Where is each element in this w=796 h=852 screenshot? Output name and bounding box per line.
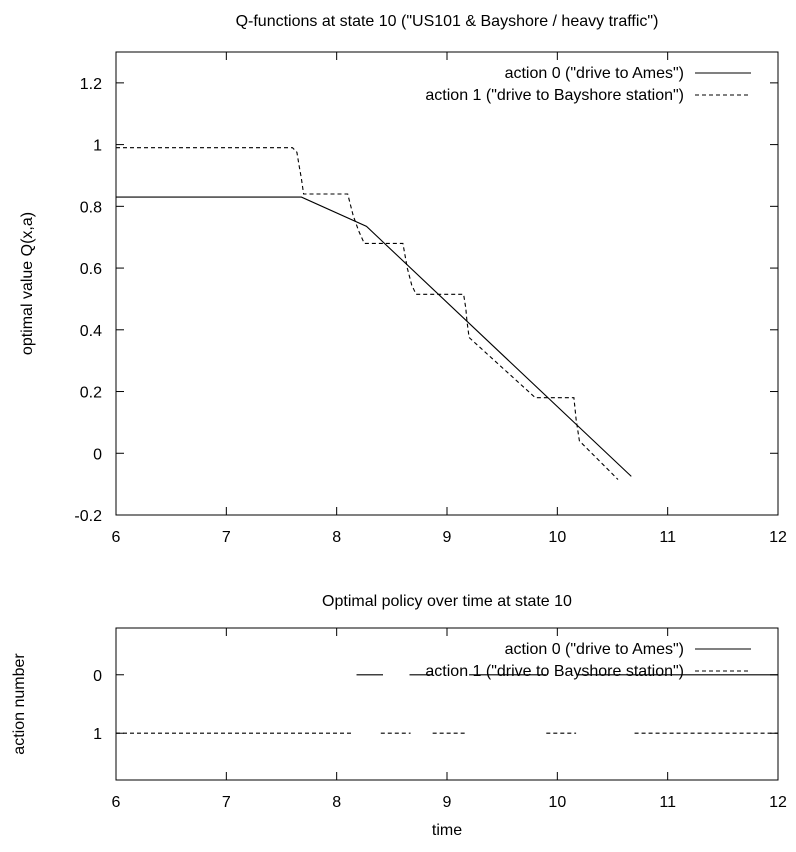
q-y-tick-label: 1.2 bbox=[80, 76, 102, 93]
policy-x-tick-label: 9 bbox=[443, 794, 452, 811]
policy-x-axis-label: time bbox=[432, 822, 462, 839]
policy-x-tick-label: 12 bbox=[769, 794, 787, 811]
q-series-1-line bbox=[116, 147, 619, 480]
q-x-tick-label: 7 bbox=[222, 529, 231, 546]
q-y-tick-label: 0 bbox=[93, 446, 102, 463]
policy-x-tick-label: 6 bbox=[112, 794, 121, 811]
q-legend-label-1: action 1 ("drive to Bayshore station") bbox=[425, 87, 684, 104]
q-x-tick-label: 6 bbox=[112, 529, 121, 546]
q-series-0-line bbox=[116, 196, 632, 477]
policy-y-axis-label: action number bbox=[11, 653, 28, 755]
policy-legend-label-1: action 1 ("drive to Bayshore station") bbox=[425, 663, 684, 680]
q-chart-title: Q-functions at state 10 ("US101 & Baysho… bbox=[236, 13, 659, 30]
q-y-tick-label: 0.6 bbox=[80, 261, 102, 278]
q-legend-label-0: action 0 ("drive to Ames") bbox=[505, 65, 684, 82]
policy-x-tick-label: 11 bbox=[659, 794, 676, 811]
policy-plot-frame bbox=[115, 627, 779, 781]
q-y-tick-label: 0.2 bbox=[80, 385, 102, 402]
q-y-tick-label: 0.8 bbox=[80, 199, 102, 216]
q-y-tick-label: 0.4 bbox=[80, 323, 102, 340]
policy-x-tick-label: 8 bbox=[332, 794, 341, 811]
policy-y-tick-label: 1 bbox=[93, 726, 102, 743]
q-x-tick-label: 12 bbox=[769, 529, 787, 546]
policy-chart-title: Optimal policy over time at state 10 bbox=[322, 593, 572, 610]
policy-y-tick-label: 0 bbox=[93, 668, 102, 685]
q-plot-frame bbox=[115, 51, 779, 516]
q-y-tick-label: -0.2 bbox=[74, 508, 102, 525]
q-x-tick-label: 9 bbox=[443, 529, 452, 546]
policy-legend-label-0: action 0 ("drive to Ames") bbox=[505, 641, 684, 658]
policy-x-tick-label: 7 bbox=[222, 794, 231, 811]
q-x-tick-label: 10 bbox=[548, 529, 566, 546]
q-x-tick-label: 8 bbox=[332, 529, 341, 546]
q-y-axis-label: optimal value Q(x,a) bbox=[19, 212, 36, 355]
policy-x-tick-label: 10 bbox=[548, 794, 566, 811]
q-x-tick-label: 11 bbox=[659, 529, 676, 546]
q-y-tick-label: 1 bbox=[93, 138, 102, 155]
